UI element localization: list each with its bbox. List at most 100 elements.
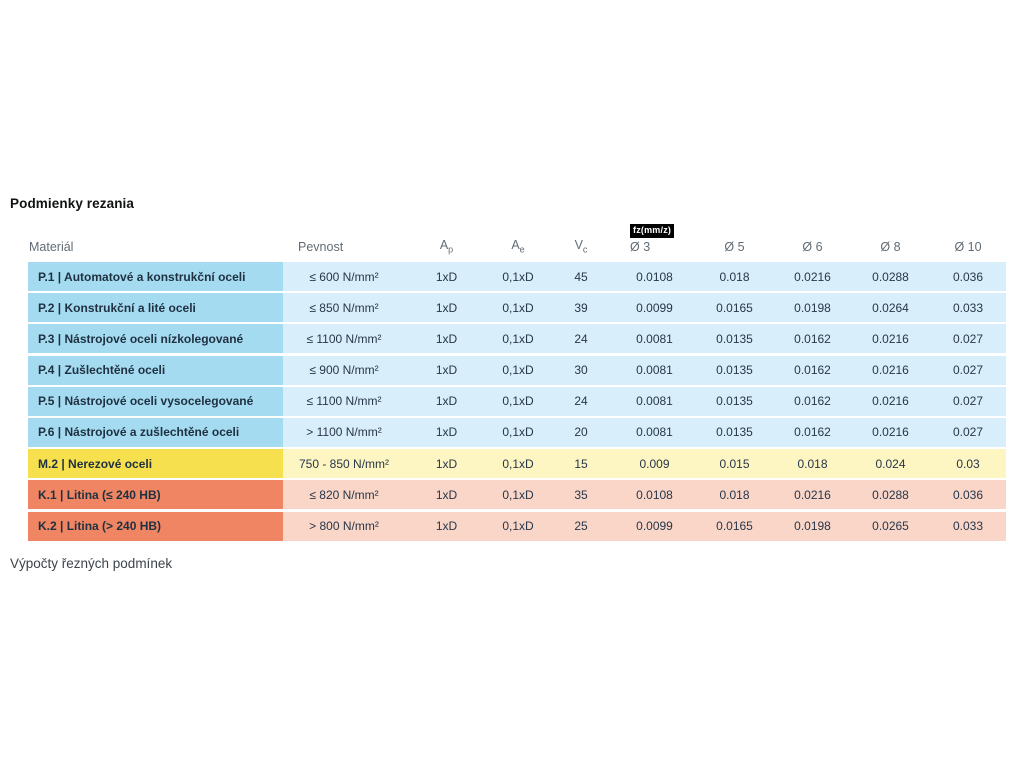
col-header-pevnost: Pevnost <box>298 240 344 254</box>
col-header-ae: Ae <box>511 237 525 254</box>
fz-cell-d8: 0.0288 <box>851 262 930 291</box>
fz-cell-d8: 0.0216 <box>851 324 930 354</box>
table-body: P.1 | Automatové a konstrukční oceli ≤ 60… <box>28 262 1006 543</box>
material-cell: P.2 | Konstrukční a lité oceli <box>28 293 283 323</box>
table-row: P.1 | Automatové a konstrukční oceli ≤ 60… <box>28 262 1006 291</box>
vc-cell: 30 <box>548 355 614 385</box>
col-header-ap: Ap <box>439 237 454 254</box>
col-header-d6: Ø 6 <box>802 240 823 254</box>
fz-cell-d3: 0.0099 <box>614 511 695 541</box>
fz-cell-d8: 0.0216 <box>851 386 930 416</box>
material-cell: K.2 | Litina (> 240 HB) <box>28 511 283 541</box>
fz-cell-d10: 0.03 <box>930 449 1006 479</box>
fz-cell-d3: 0.0108 <box>614 480 695 510</box>
ap-cell: 1xD <box>405 386 488 416</box>
fz-cell-d6: 0.018 <box>774 449 851 479</box>
ae-cell: 0,1xD <box>488 511 548 541</box>
fz-cell-d8: 0.024 <box>851 449 930 479</box>
table-row: P.4 | Zušlechtěné oceli ≤ 900 N/mm² 1xD 0,1… <box>28 355 1006 385</box>
ap-cell: 1xD <box>405 262 488 291</box>
ap-cell: 1xD <box>405 324 488 354</box>
fz-cell-d10: 0.033 <box>930 511 1006 541</box>
table-row: P.3 | Nástrojové oceli nízkolegované ≤ 11… <box>28 324 1006 354</box>
fz-cell-d8: 0.0216 <box>851 355 930 385</box>
fz-cell-d5: 0.0165 <box>695 293 774 323</box>
col-header-d3: fz(mm/z) Ø 3 <box>614 224 695 254</box>
ap-cell: 1xD <box>405 293 488 323</box>
fz-cell-d6: 0.0216 <box>774 480 851 510</box>
material-cell: K.1 | Litina (≤ 240 HB) <box>28 480 283 510</box>
fz-cell-d5: 0.0135 <box>695 355 774 385</box>
vc-cell: 39 <box>548 293 614 323</box>
fz-cell-d6: 0.0162 <box>774 417 851 447</box>
material-cell: P.4 | Zušlechtěné oceli <box>28 355 283 385</box>
ae-cell: 0,1xD <box>488 449 548 479</box>
fz-cell-d5: 0.018 <box>695 262 774 291</box>
fz-cell-d8: 0.0264 <box>851 293 930 323</box>
fz-cell-d8: 0.0216 <box>851 417 930 447</box>
fz-unit-badge: fz(mm/z) <box>630 224 675 238</box>
fz-cell-d10: 0.027 <box>930 417 1006 447</box>
fz-cell-d3: 0.0099 <box>614 293 695 323</box>
fz-cell-d6: 0.0162 <box>774 355 851 385</box>
fz-cell-d10: 0.027 <box>930 324 1006 354</box>
pevnost-cell: ≤ 820 N/mm² <box>283 480 405 510</box>
col-header-d8: Ø 8 <box>880 240 901 254</box>
ap-cell: 1xD <box>405 449 488 479</box>
fz-cell-d5: 0.0135 <box>695 417 774 447</box>
table-row: M.2 | Nerezové oceli 750 - 850 N/mm² 1xD 0,… <box>28 449 1006 479</box>
pevnost-cell: ≤ 850 N/mm² <box>283 293 405 323</box>
fz-cell-d10: 0.036 <box>930 480 1006 510</box>
ae-cell: 0,1xD <box>488 417 548 447</box>
fz-cell-d6: 0.0198 <box>774 293 851 323</box>
material-cell: P.6 | Nástrojové a zušlechtěné oceli <box>28 417 283 447</box>
fz-cell-d10: 0.036 <box>930 262 1006 291</box>
pevnost-cell: ≤ 1100 N/mm² <box>283 324 405 354</box>
col-header-d3-label: Ø 3 <box>630 240 651 254</box>
fz-cell-d3: 0.0081 <box>614 386 695 416</box>
ae-cell: 0,1xD <box>488 324 548 354</box>
pevnost-cell: > 1100 N/mm² <box>283 417 405 447</box>
page-title: Podmienky rezania <box>10 196 134 211</box>
pevnost-cell: 750 - 850 N/mm² <box>283 449 405 479</box>
vc-cell: 20 <box>548 417 614 447</box>
vc-cell: 15 <box>548 449 614 479</box>
fz-cell-d6: 0.0216 <box>774 262 851 291</box>
table-row: K.2 | Litina (> 240 HB) > 800 N/mm² 1xD 0,1… <box>28 511 1006 541</box>
col-header-vc: Vc <box>574 237 588 254</box>
fz-cell-d10: 0.027 <box>930 355 1006 385</box>
fz-cell-d6: 0.0162 <box>774 386 851 416</box>
pevnost-cell: > 800 N/mm² <box>283 511 405 541</box>
fz-cell-d5: 0.0135 <box>695 324 774 354</box>
ae-cell: 0,1xD <box>488 386 548 416</box>
ap-cell: 1xD <box>405 511 488 541</box>
fz-cell-d3: 0.0081 <box>614 417 695 447</box>
fz-cell-d5: 0.0165 <box>695 511 774 541</box>
table-header-row: Materiál Pevnost Ap Ae Vc fz(mm/z) Ø 3 Ø… <box>28 222 1006 254</box>
fz-cell-d3: 0.009 <box>614 449 695 479</box>
fz-cell-d5: 0.015 <box>695 449 774 479</box>
vc-cell: 35 <box>548 480 614 510</box>
ap-cell: 1xD <box>405 417 488 447</box>
section-title-calculations: Výpočty řezných podmínek <box>10 556 173 571</box>
fz-cell-d6: 0.0198 <box>774 511 851 541</box>
pevnost-cell: ≤ 600 N/mm² <box>283 262 405 291</box>
col-header-d10: Ø 10 <box>954 240 982 254</box>
vc-cell: 25 <box>548 511 614 541</box>
ae-cell: 0,1xD <box>488 480 548 510</box>
material-cell: P.1 | Automatové a konstrukční oceli <box>28 262 283 291</box>
material-cell: M.2 | Nerezové oceli <box>28 449 283 479</box>
fz-cell-d10: 0.027 <box>930 386 1006 416</box>
fz-cell-d5: 0.018 <box>695 480 774 510</box>
fz-cell-d8: 0.0288 <box>851 480 930 510</box>
col-header-d5: Ø 5 <box>724 240 745 254</box>
ae-cell: 0,1xD <box>488 355 548 385</box>
pevnost-cell: ≤ 1100 N/mm² <box>283 386 405 416</box>
table-row: P.2 | Konstrukční a lité oceli ≤ 850 N/mm… <box>28 293 1006 323</box>
fz-cell-d10: 0.033 <box>930 293 1006 323</box>
ae-cell: 0,1xD <box>488 293 548 323</box>
fz-cell-d8: 0.0265 <box>851 511 930 541</box>
fz-cell-d5: 0.0135 <box>695 386 774 416</box>
table-row: P.6 | Nástrojové a zušlechtěné oceli > 11… <box>28 417 1006 447</box>
